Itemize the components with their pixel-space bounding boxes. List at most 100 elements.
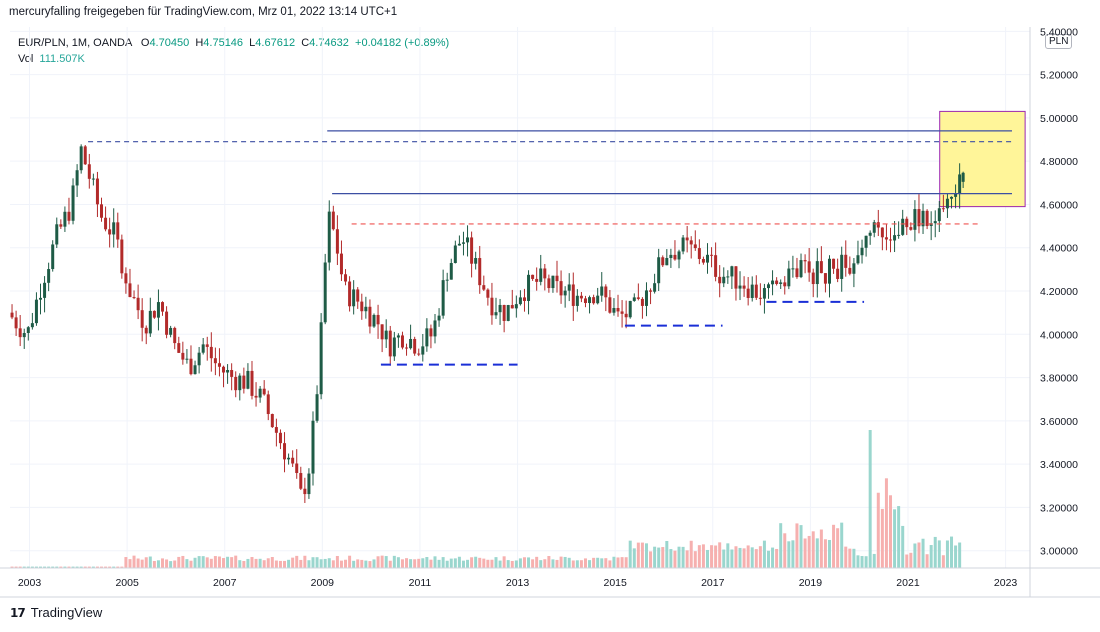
y-tick-label: 5.40000 xyxy=(1040,26,1078,38)
candle-body xyxy=(339,253,343,275)
volume-bar xyxy=(893,509,897,568)
volume-bar xyxy=(518,558,522,568)
candle-body xyxy=(872,222,876,233)
volume-bar xyxy=(681,546,685,568)
candle-body xyxy=(714,255,718,277)
volume-bar xyxy=(640,542,644,568)
candle-body xyxy=(701,258,705,263)
volume-bar xyxy=(242,560,246,568)
candle-body xyxy=(409,338,413,349)
candle-body xyxy=(583,298,587,304)
candle-body xyxy=(405,347,409,349)
volume-bar xyxy=(551,559,555,568)
volume-bar xyxy=(177,556,181,568)
symbol-name[interactable]: EUR/PLN, 1M, OANDA xyxy=(18,37,132,49)
candle-body xyxy=(563,290,567,296)
candle-body xyxy=(234,376,238,391)
y-tick-label: 4.80000 xyxy=(1040,156,1078,168)
candle-body xyxy=(193,365,197,375)
volume-bar xyxy=(323,558,327,568)
candle-body xyxy=(864,235,868,248)
candle-body xyxy=(299,473,303,489)
x-tick-label: 2003 xyxy=(18,577,42,589)
volume-bar xyxy=(124,557,128,568)
candle-body xyxy=(165,311,169,335)
low-value: 4.67612 xyxy=(255,37,296,49)
volume-bar xyxy=(860,556,864,568)
candle-body xyxy=(860,247,864,256)
volume-bar xyxy=(380,555,384,568)
y-tick-label: 3.20000 xyxy=(1040,502,1078,514)
candle-body xyxy=(327,211,331,263)
last-candle-body xyxy=(961,172,965,182)
candle-body xyxy=(372,314,376,327)
candle-body xyxy=(673,254,677,260)
candle-body xyxy=(681,237,685,252)
volume-bar xyxy=(421,558,425,568)
candle-body xyxy=(87,164,91,179)
volume-bar xyxy=(83,566,87,568)
volume-bar xyxy=(39,566,43,568)
volume-bar xyxy=(522,557,526,568)
candle-body xyxy=(437,315,441,321)
volume-bar xyxy=(474,556,478,568)
candle-body xyxy=(868,232,872,236)
volume-bar xyxy=(43,566,47,568)
candle-body xyxy=(303,488,307,495)
volume-bar xyxy=(950,536,954,568)
volume-bar xyxy=(913,543,917,568)
candle-body xyxy=(823,273,827,284)
highlight-box[interactable] xyxy=(939,110,1026,208)
volume-bar xyxy=(384,556,388,568)
candle-body xyxy=(26,327,30,333)
volume-bar xyxy=(405,558,409,568)
candle-body xyxy=(417,353,421,355)
volume-bar xyxy=(726,543,730,568)
candle-body xyxy=(758,297,762,299)
brand-footer[interactable]: 𝟭𝟳 TradingView xyxy=(10,605,102,620)
volume-bar xyxy=(278,560,282,568)
candle-body xyxy=(624,313,628,318)
candle-body xyxy=(799,260,803,278)
volume-bar xyxy=(527,557,531,568)
volume-bar xyxy=(266,558,270,568)
candle-body xyxy=(710,254,714,256)
candle-body xyxy=(270,414,274,428)
y-tick-label: 3.00000 xyxy=(1040,546,1078,558)
candle-body xyxy=(478,258,482,286)
candle-body xyxy=(124,273,128,284)
candle-body xyxy=(958,174,962,194)
candle-body xyxy=(348,281,352,307)
volume-bar xyxy=(779,523,783,568)
volume-bar xyxy=(169,561,173,568)
volume-bar xyxy=(775,548,779,568)
volume-bar xyxy=(344,559,348,568)
close-label: C xyxy=(301,37,310,49)
candle-body xyxy=(75,170,79,186)
volume-bar xyxy=(193,557,197,568)
x-tick-label: 2017 xyxy=(701,577,725,589)
volume-bar xyxy=(335,555,339,568)
volume-bar xyxy=(836,528,840,568)
volume-bar xyxy=(783,533,787,568)
candle-body xyxy=(592,297,596,304)
currency-unit-badge[interactable]: PLN xyxy=(1045,34,1073,49)
candle-body xyxy=(486,289,490,298)
volume-bar xyxy=(811,531,815,568)
volume-bar xyxy=(457,556,461,568)
volume-bar xyxy=(701,544,705,568)
candle-body xyxy=(91,178,95,180)
volume-bar xyxy=(685,550,689,568)
volume-bar xyxy=(929,545,933,568)
y-tick-label: 3.40000 xyxy=(1040,459,1078,471)
candle-body xyxy=(929,223,933,226)
volume-bar xyxy=(87,566,91,568)
candle-body xyxy=(169,327,173,335)
candle-body xyxy=(653,283,657,292)
volume-bar xyxy=(758,546,762,568)
volume-bar xyxy=(246,558,250,568)
candle-body xyxy=(173,327,177,344)
volume-bar xyxy=(413,559,417,568)
candle-body xyxy=(425,328,429,347)
